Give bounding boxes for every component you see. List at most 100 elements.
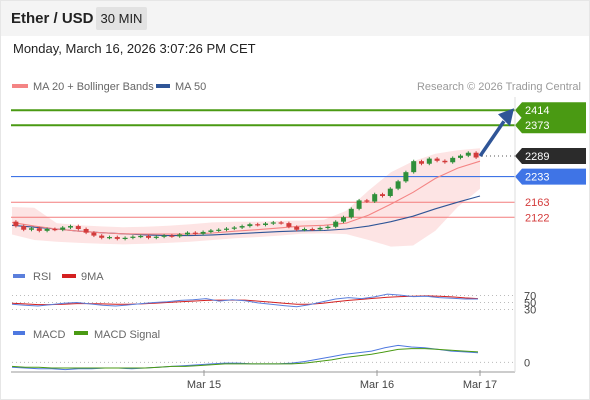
candle-body xyxy=(395,181,401,189)
candle-body xyxy=(387,188,393,196)
candle-body xyxy=(231,227,237,229)
ma20-legend-swatch xyxy=(12,84,28,88)
ma50-legend-label: MA 50 xyxy=(175,81,206,93)
candle-body xyxy=(122,237,128,239)
x-axis-label: Mar 15 xyxy=(187,379,221,391)
candle-body xyxy=(403,172,409,182)
candle-body xyxy=(286,223,292,227)
candle-body xyxy=(83,229,89,233)
interval-selector[interactable]: 30 MIN xyxy=(96,7,147,30)
candle-body xyxy=(270,222,276,224)
forecast-arrow-shaft xyxy=(478,120,506,158)
level-label-2233: 2233 xyxy=(525,172,549,184)
macd-legend-swatch xyxy=(13,331,25,335)
level-label-2163: 2163 xyxy=(525,197,549,209)
level-label-2289: 2289 xyxy=(525,151,549,163)
rsi-tick-label: 70 xyxy=(524,291,536,303)
level-tag-2373 xyxy=(515,117,586,134)
candle-body xyxy=(419,161,424,164)
ma20-line xyxy=(11,160,481,235)
timestamp: Monday, March 16, 2026 3:07:26 PM CET xyxy=(13,41,256,56)
candle-body xyxy=(99,235,105,238)
candle-body xyxy=(442,160,448,163)
candle-body xyxy=(216,229,222,231)
candle-body xyxy=(364,200,370,202)
macd-signal-legend-swatch xyxy=(74,331,88,335)
candle-body xyxy=(380,194,385,196)
candle-body xyxy=(21,226,27,230)
candle-body xyxy=(239,226,245,228)
candle-body xyxy=(458,155,463,158)
instrument-title: Ether / USD xyxy=(11,10,94,27)
level-label-2122: 2122 xyxy=(525,212,549,224)
level-label-2414: 2414 xyxy=(525,105,549,117)
candle-body xyxy=(107,237,112,239)
candle-body xyxy=(177,234,183,237)
candle-body xyxy=(13,221,19,227)
candle-body xyxy=(44,229,50,231)
candle-body xyxy=(200,231,206,234)
ma50-legend-swatch xyxy=(156,84,170,88)
candle-body xyxy=(192,232,198,234)
candle-body xyxy=(161,235,167,237)
candle-body xyxy=(36,228,42,231)
candle-body xyxy=(185,232,190,235)
candle-body xyxy=(224,228,229,230)
candle-body xyxy=(75,226,81,229)
level-tag-2289 xyxy=(515,148,586,165)
candle-body xyxy=(309,229,315,231)
rsi-legend-swatch xyxy=(13,274,25,278)
forecast-arrow-head xyxy=(498,108,514,127)
candle-body xyxy=(473,152,479,158)
candle-body xyxy=(114,237,120,239)
candle-body xyxy=(263,223,268,225)
ma20-legend-label: MA 20 + Bollinger Bands xyxy=(33,81,154,93)
candle-body xyxy=(294,226,300,230)
candle-body xyxy=(372,194,378,202)
candle-body xyxy=(208,230,214,232)
candle-body xyxy=(153,236,159,238)
candle-body xyxy=(426,158,432,164)
candle-body xyxy=(52,229,58,231)
rsi-line xyxy=(11,293,478,308)
candle-body xyxy=(450,157,456,163)
candle-body xyxy=(434,158,440,161)
rsi-tick-label: 30 xyxy=(524,305,536,317)
header-bar: Ether / USD 30 MIN xyxy=(0,0,590,36)
candle-body xyxy=(169,235,175,237)
candle-body xyxy=(130,236,136,238)
macd-signal-line xyxy=(11,348,479,369)
candle-body xyxy=(247,224,253,227)
candle-body xyxy=(411,161,417,173)
candle-body xyxy=(325,226,331,228)
macd-tick-label: 0 xyxy=(524,357,530,369)
level-label-2373: 2373 xyxy=(525,120,549,132)
candle-body xyxy=(146,235,151,238)
candle-body xyxy=(341,217,346,222)
bollinger-band-area xyxy=(12,148,480,247)
level-tag-2414 xyxy=(515,102,586,119)
x-axis-label: Mar 17 xyxy=(463,379,497,391)
candle-body xyxy=(333,221,339,227)
credit-text: Research © 2026 Trading Central xyxy=(417,81,581,93)
x-axis-label: Mar 16 xyxy=(360,379,394,391)
candle-body xyxy=(317,227,323,230)
candle-body xyxy=(60,227,66,230)
rsi-legend-label: RSI xyxy=(33,271,51,283)
level-tag-2233 xyxy=(515,168,586,185)
macd-legend-label: MACD xyxy=(33,329,65,341)
candle-body xyxy=(29,228,34,230)
rsi-ma-legend-label: 9MA xyxy=(81,271,104,283)
candle-body xyxy=(348,208,354,218)
candle-body xyxy=(91,232,97,236)
candle-body xyxy=(302,229,307,231)
candle-body xyxy=(356,200,362,209)
macd-signal-legend-label: MACD Signal xyxy=(94,329,160,341)
candle-body xyxy=(68,226,73,228)
rsi-ma-legend-swatch xyxy=(62,274,76,278)
rsi-tick-label: 50 xyxy=(524,298,536,310)
candle-body xyxy=(465,152,471,156)
candle-body xyxy=(138,235,144,238)
candle-body xyxy=(278,222,284,224)
